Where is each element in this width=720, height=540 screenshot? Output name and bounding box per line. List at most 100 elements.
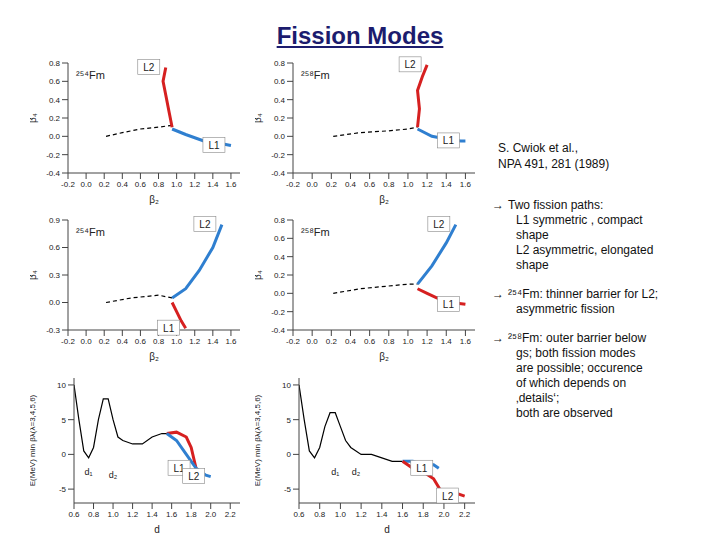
svg-text:1.0: 1.0	[171, 180, 183, 189]
svg-text:-0.2: -0.2	[46, 151, 60, 160]
svg-text:5: 5	[287, 416, 292, 425]
svg-text:1.0: 1.0	[402, 337, 414, 346]
svg-text:L2: L2	[433, 219, 445, 230]
svg-text:0.8: 0.8	[49, 59, 61, 68]
svg-text:d₁: d₁	[331, 467, 339, 477]
svg-text:1.2: 1.2	[127, 510, 139, 519]
svg-text:0.2: 0.2	[326, 337, 338, 346]
svg-text:-0.2: -0.2	[286, 180, 300, 189]
svg-text:1.6: 1.6	[397, 510, 409, 519]
svg-text:0.8: 0.8	[88, 510, 100, 519]
svg-text:0: 0	[62, 450, 67, 459]
svg-text:0: 0	[287, 450, 292, 459]
svg-text:0.0: 0.0	[307, 337, 319, 346]
svg-text:-0.2: -0.2	[61, 337, 75, 346]
svg-text:-0.2: -0.2	[286, 337, 300, 346]
svg-text:-0.2: -0.2	[271, 308, 285, 317]
svg-text:L1: L1	[163, 323, 175, 334]
svg-text:0.0: 0.0	[81, 180, 93, 189]
svg-text:β₂: β₂	[379, 351, 389, 362]
svg-text:0.8: 0.8	[274, 216, 286, 225]
svg-text:1.6: 1.6	[225, 337, 237, 346]
svg-text:2.2: 2.2	[459, 510, 471, 519]
svg-text:0.0: 0.0	[307, 180, 319, 189]
svg-text:2.0: 2.0	[438, 510, 450, 519]
svg-text:2.2: 2.2	[225, 510, 237, 519]
svg-text:L2: L2	[405, 59, 417, 70]
svg-text:0.8: 0.8	[153, 337, 165, 346]
svg-text:1.4: 1.4	[207, 337, 219, 346]
svg-text:0.6: 0.6	[364, 337, 376, 346]
svg-text:1.0: 1.0	[402, 180, 414, 189]
svg-text:1.6: 1.6	[166, 510, 178, 519]
svg-text:0.0: 0.0	[49, 298, 61, 307]
svg-text:1.6: 1.6	[225, 180, 237, 189]
svg-text:1.8: 1.8	[418, 510, 430, 519]
svg-text:0.9: 0.9	[49, 216, 61, 225]
svg-text:0.8: 0.8	[383, 337, 395, 346]
svg-text:0.6: 0.6	[274, 234, 286, 243]
svg-text:0.6: 0.6	[135, 337, 147, 346]
svg-text:β₂: β₂	[149, 351, 159, 362]
svg-text:0.2: 0.2	[99, 180, 111, 189]
svg-text:-0.2: -0.2	[61, 180, 75, 189]
svg-text:10: 10	[282, 381, 291, 390]
svg-text:-0.4: -0.4	[271, 326, 285, 335]
svg-text:L2: L2	[442, 491, 454, 502]
svg-text:1.0: 1.0	[171, 337, 183, 346]
svg-text:1.2: 1.2	[356, 510, 368, 519]
svg-text:0.8: 0.8	[383, 180, 395, 189]
svg-text:0.0: 0.0	[81, 337, 93, 346]
svg-text:-5: -5	[59, 485, 67, 494]
svg-text:0.4: 0.4	[117, 180, 129, 189]
svg-text:β₄: β₄	[255, 113, 263, 123]
svg-text:L1: L1	[416, 463, 428, 474]
svg-text:1.8: 1.8	[186, 510, 198, 519]
svg-text:1.2: 1.2	[422, 337, 434, 346]
svg-text:1.4: 1.4	[441, 180, 453, 189]
svg-text:0.6: 0.6	[293, 510, 305, 519]
svg-text:0.2: 0.2	[99, 337, 111, 346]
svg-text:E(MeV) min βλ(λ=3,4,5,6): E(MeV) min βλ(λ=3,4,5,6)	[255, 394, 262, 486]
svg-text:0.8: 0.8	[274, 59, 286, 68]
svg-text:5: 5	[62, 416, 67, 425]
svg-text:d: d	[154, 524, 160, 535]
svg-text:1.4: 1.4	[441, 337, 453, 346]
svg-text:1.2: 1.2	[189, 337, 201, 346]
svg-text:0.3: 0.3	[49, 271, 61, 280]
svg-text:L1: L1	[443, 135, 455, 146]
svg-text:0.6: 0.6	[49, 243, 61, 252]
svg-text:2.0: 2.0	[205, 510, 217, 519]
svg-text:0.4: 0.4	[345, 180, 357, 189]
svg-text:0.0: 0.0	[49, 132, 61, 141]
svg-text:0.6: 0.6	[135, 180, 147, 189]
svg-text:0.4: 0.4	[274, 253, 286, 262]
svg-text:L2: L2	[188, 471, 200, 482]
svg-text:-0.2: -0.2	[271, 151, 285, 160]
svg-text:1.4: 1.4	[376, 510, 388, 519]
svg-text:1.6: 1.6	[460, 337, 472, 346]
svg-text:1.4: 1.4	[147, 510, 159, 519]
svg-text:d₁: d₁	[85, 467, 93, 477]
svg-text:0.2: 0.2	[274, 271, 286, 280]
svg-text:0.6: 0.6	[274, 77, 286, 86]
svg-text:0.2: 0.2	[49, 114, 61, 123]
svg-text:L2: L2	[199, 219, 211, 230]
svg-text:0.6: 0.6	[364, 180, 376, 189]
svg-text:d₂: d₂	[352, 467, 361, 477]
svg-text:L2: L2	[143, 62, 155, 73]
svg-text:0.4: 0.4	[274, 96, 286, 105]
svg-text:d₂: d₂	[109, 470, 118, 480]
svg-text:-0.4: -0.4	[46, 169, 60, 178]
svg-text:0.4: 0.4	[117, 337, 129, 346]
svg-text:1.2: 1.2	[422, 180, 434, 189]
svg-text:1.4: 1.4	[207, 180, 219, 189]
svg-text:0.0: 0.0	[274, 289, 286, 298]
svg-text:E(MeV) min βλ(λ=3,4,5,6): E(MeV) min βλ(λ=3,4,5,6)	[30, 394, 37, 486]
svg-text:0.8: 0.8	[314, 510, 326, 519]
svg-text:0.4: 0.4	[345, 337, 357, 346]
svg-text:0.6: 0.6	[68, 510, 80, 519]
svg-text:1.0: 1.0	[107, 510, 119, 519]
svg-text:0.0: 0.0	[274, 132, 286, 141]
svg-text:β₄: β₄	[30, 113, 38, 123]
